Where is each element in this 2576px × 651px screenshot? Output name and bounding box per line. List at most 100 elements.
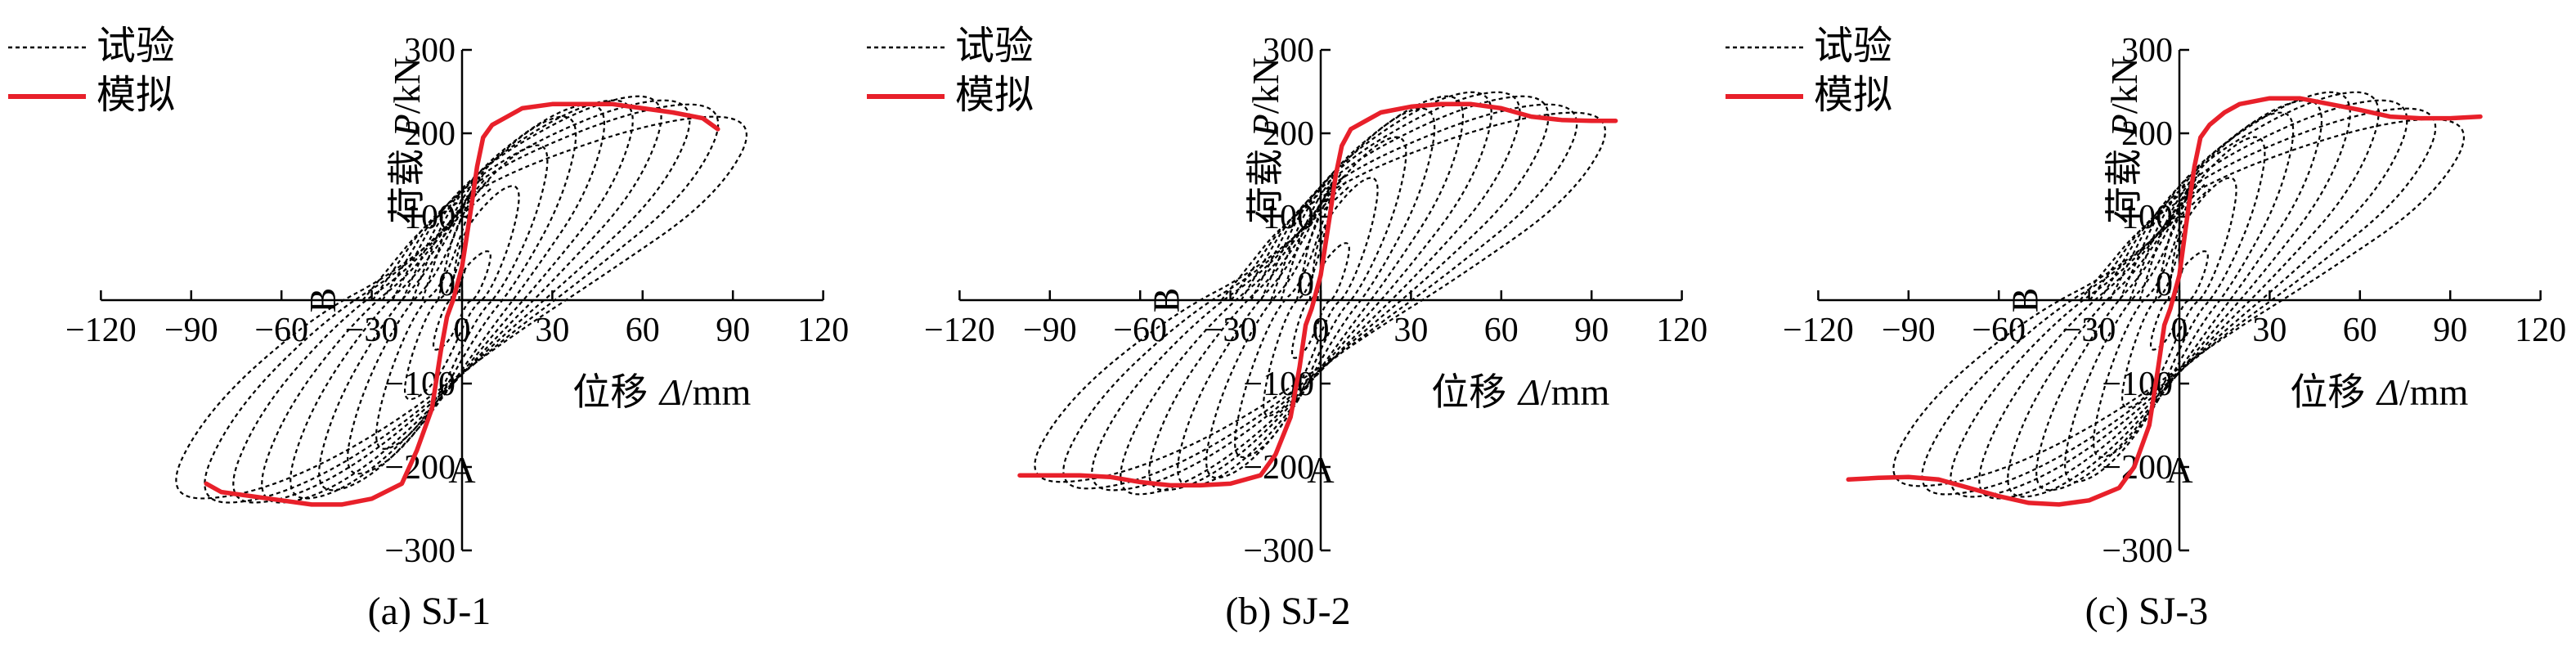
test-loop-6 xyxy=(1148,91,1492,492)
test-loop-9 xyxy=(204,103,720,504)
legend-test-label: 试验 xyxy=(955,23,1034,69)
y-tick-label: 300 xyxy=(2121,32,2173,70)
test-loop-4 xyxy=(2064,111,2295,483)
chart-svg: −120 −90 −60 −30 0 30 60 90 120−300−200−10010020… xyxy=(8,23,849,570)
point-label-a: A xyxy=(2165,449,2192,491)
x-tick-label: 30 xyxy=(2252,312,2287,349)
point-label-b: B xyxy=(2004,288,2045,313)
y-tick-label: 100 xyxy=(2121,199,2173,236)
x-tick-label: 30 xyxy=(1393,312,1428,349)
x-tick-label: 0 xyxy=(2171,312,2188,349)
x-tick-label: 90 xyxy=(2433,312,2467,349)
x-tick-label: −120 xyxy=(924,312,995,349)
point-label-a: A xyxy=(1307,449,1334,491)
axes: −120 −90 −60 −30 0 30 60 90 120−300−200−10010020… xyxy=(65,32,849,570)
series-test xyxy=(1892,91,2466,500)
chart-svg: −120 −90 −60 −30 0 30 60 90 120−300−200−10010020… xyxy=(867,23,1708,570)
point-label-b: B xyxy=(302,288,343,313)
x-tick-label: 0 xyxy=(1313,312,1330,349)
y-tick-label: 100 xyxy=(1263,199,1314,236)
x-tick-label: 60 xyxy=(1484,312,1519,349)
x-tick-label: −90 xyxy=(164,312,218,349)
test-loop-10 xyxy=(1892,118,2466,487)
chart-svg: −120 −90 −60 −30 0 30 60 90 120−300−200−10010020… xyxy=(1726,23,2566,570)
y-tick-label: 0 xyxy=(1297,266,1314,303)
panel-caption: (c) SJ-3 xyxy=(2085,590,2209,633)
y-tick-label: −200 xyxy=(1243,449,1314,487)
y-tick-label: 300 xyxy=(1263,32,1314,70)
axes: −120 −90 −60 −30 0 30 60 90 120−300−200−10010020… xyxy=(924,32,1708,570)
x-tick-label: −30 xyxy=(2062,312,2116,349)
x-tick-label: 30 xyxy=(535,312,569,349)
x-axis-label: 位移 Δ/mm xyxy=(1431,370,1609,414)
test-loop-1 xyxy=(432,250,491,351)
x-tick-label: −30 xyxy=(1204,312,1258,349)
chart-panel-3: −120 −90 −60 −30 0 30 60 90 120 −300 −200 −100 100 20… xyxy=(1717,0,2576,651)
test-loop-1 xyxy=(2149,250,2209,351)
x-tick-label: −90 xyxy=(1023,312,1077,349)
point-label-a: A xyxy=(448,449,475,491)
series-sim-line xyxy=(204,101,720,507)
y-axis-label: 荷载 P/kN xyxy=(1243,57,1287,224)
test-loop-7 xyxy=(1120,91,1521,496)
test-loop-9 xyxy=(1921,107,2437,496)
y-tick-label: 200 xyxy=(1263,115,1314,153)
x-tick-label: 0 xyxy=(454,312,471,349)
chart-panel-2: −120 −90 −60 −30 0 30 60 90 120 −300 −200 −100 100 20… xyxy=(859,0,1717,651)
x-tick-label: 90 xyxy=(1574,312,1609,349)
test-loop-9 xyxy=(1062,103,1578,490)
panel-caption: (a) SJ-1 xyxy=(367,590,491,633)
test-loop-10 xyxy=(1034,111,1607,483)
test-loop-8 xyxy=(232,99,691,504)
x-tick-label: −60 xyxy=(254,312,308,349)
axes: −120 −90 −60 −30 0 30 60 90 120−300−200−10010020… xyxy=(1783,32,2566,570)
x-tick-label: 60 xyxy=(2343,312,2377,349)
y-tick-label: 0 xyxy=(2156,266,2173,303)
x-tick-label: 120 xyxy=(1656,312,1708,349)
test-loop-5 xyxy=(318,103,605,492)
y-tick-label: 200 xyxy=(2121,115,2173,153)
x-tick-label: 60 xyxy=(626,312,660,349)
test-loop-6 xyxy=(2007,91,2351,498)
x-tick-label: −90 xyxy=(1882,312,1936,349)
y-axis-label: 荷载 P/kN xyxy=(2102,57,2146,224)
x-tick-label: −30 xyxy=(345,312,399,349)
legend-test-label: 试验 xyxy=(1814,23,1892,69)
y-tick-label: −100 xyxy=(2102,366,2173,403)
point-label-b: B xyxy=(1145,288,1187,313)
y-tick-label: 0 xyxy=(438,266,456,303)
series-test xyxy=(175,95,748,504)
legend-sim-label: 模拟 xyxy=(955,72,1034,118)
y-tick-label: −100 xyxy=(384,366,456,403)
test-loop-3 xyxy=(1234,136,1407,458)
x-tick-label: −120 xyxy=(65,312,137,349)
test-loop-10 xyxy=(175,115,748,500)
test-loop-8 xyxy=(1091,95,1550,492)
x-tick-label: −60 xyxy=(1113,312,1167,349)
y-tick-label: 100 xyxy=(404,199,456,236)
test-loop-6 xyxy=(289,99,634,500)
x-tick-label: −120 xyxy=(1783,312,1854,349)
y-tick-label: −100 xyxy=(1243,366,1314,403)
y-tick-label: 300 xyxy=(404,32,456,70)
test-loop-3 xyxy=(375,144,549,450)
legend-sim-label: 模拟 xyxy=(96,72,175,118)
x-tick-label: 120 xyxy=(2515,312,2566,349)
panel-caption: (b) SJ-2 xyxy=(1225,590,1351,633)
legend-sim-label: 模拟 xyxy=(1814,72,1892,118)
test-loop-1 xyxy=(1290,242,1350,359)
x-axis-label: 位移 Δ/mm xyxy=(572,370,751,414)
y-axis-label: 荷载 P/kN xyxy=(384,57,429,224)
x-tick-label: 90 xyxy=(716,312,750,349)
y-tick-label: 200 xyxy=(404,115,456,153)
test-loop-8 xyxy=(1950,99,2408,498)
y-tick-label: −300 xyxy=(384,532,456,570)
test-loop-7 xyxy=(261,95,662,504)
series-sim-line xyxy=(1017,101,1618,488)
test-loop-3 xyxy=(2093,136,2266,458)
x-tick-label: 120 xyxy=(797,312,849,349)
y-tick-label: −300 xyxy=(2102,532,2173,570)
